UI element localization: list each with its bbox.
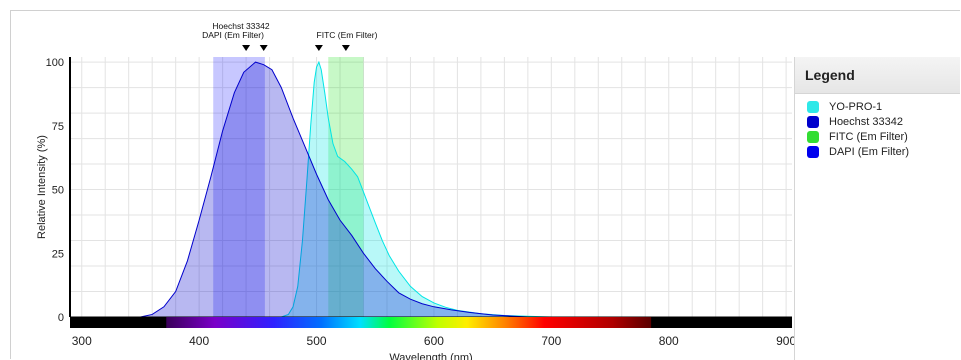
legend-item[interactable]: YO-PRO-1	[807, 100, 960, 114]
dapi-top-label: DAPI (Em Filter)	[202, 30, 264, 40]
legend-item[interactable]: FITC (Em Filter)	[807, 130, 960, 144]
y-tick-label: 50	[52, 185, 64, 197]
legend-label: Hoechst 33342	[829, 116, 903, 128]
peak-marker	[242, 45, 251, 51]
x-tick-label: 900	[776, 334, 796, 348]
fitc-top-label: FITC (Em Filter)	[317, 30, 378, 40]
x-tick-label: 300	[72, 334, 92, 348]
legend-list: YO-PRO-1 Hoechst 33342 FITC (Em Filter) DAP…	[795, 94, 960, 159]
series-areas	[140, 60, 552, 318]
chart-frame	[10, 10, 960, 359]
peak-marker	[341, 45, 350, 51]
filter-band	[328, 57, 364, 317]
legend-item[interactable]: DAPI (Em Filter)	[807, 145, 960, 159]
peak-markers	[242, 45, 350, 51]
y-axis-label: Relative Intensity (%)	[36, 135, 48, 239]
legend-swatch	[807, 131, 819, 143]
y-tick-label: 0	[58, 312, 64, 324]
x-tick-label: 700	[541, 334, 561, 348]
y-tick-labels: 0 25 50 75 100	[46, 57, 64, 324]
y-tick-label: 25	[52, 248, 64, 260]
y-tick-label: 100	[46, 57, 64, 69]
grid-lines	[70, 57, 792, 318]
series-area	[281, 60, 552, 318]
peak-marker	[314, 45, 323, 51]
legend-swatch	[807, 101, 819, 113]
series-area	[140, 61, 528, 318]
legend-swatch	[807, 116, 819, 128]
x-tick-label: 600	[424, 334, 444, 348]
legend-item[interactable]: Hoechst 33342	[807, 115, 960, 129]
y-tick-label: 75	[52, 121, 64, 133]
legend-panel: Legend YO-PRO-1 Hoechst 33342 FITC (Em Fil…	[794, 57, 960, 360]
spectrum-bar	[166, 317, 652, 328]
x-tick-label: 800	[659, 334, 679, 348]
legend-title: Legend	[795, 57, 960, 94]
hoechst-top-label: Hoechst 33342	[212, 21, 269, 31]
filter-band	[213, 57, 265, 317]
x-tick-labels: 300 400 500 600 700 800 900	[72, 334, 797, 348]
legend-label: FITC (Em Filter)	[829, 131, 908, 143]
x-tick-label: 500	[307, 334, 327, 348]
peak-marker	[259, 45, 268, 51]
legend-label: YO-PRO-1	[829, 101, 883, 113]
x-axis-label: Wavelength (nm)	[389, 352, 472, 360]
x-tick-label: 400	[189, 334, 209, 348]
filter-bands	[213, 57, 364, 317]
legend-swatch	[807, 146, 819, 158]
legend-label: DAPI (Em Filter)	[829, 146, 910, 158]
